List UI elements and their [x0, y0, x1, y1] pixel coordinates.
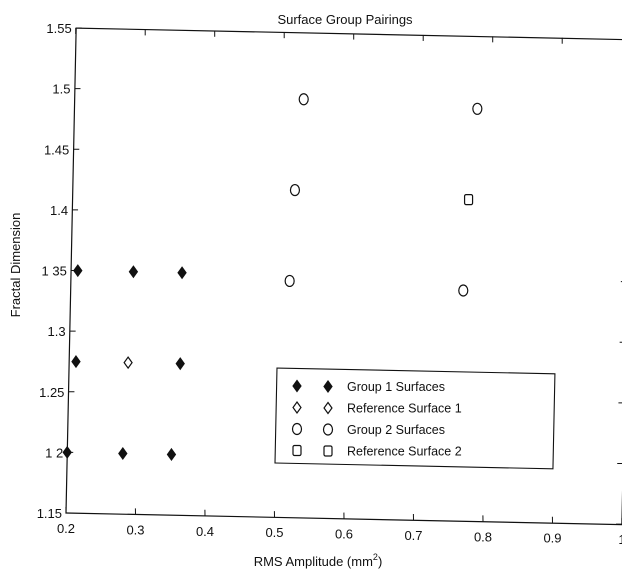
data-point-series-1 [177, 266, 187, 280]
x-axis-label: RMS Amplitude (mm2) [254, 552, 383, 569]
legend-marker-2 [292, 400, 302, 415]
data-point-series-1 [73, 264, 83, 278]
x-tick-label: 0.5 [265, 525, 283, 540]
data-point-series-1 [62, 445, 72, 459]
data-point-series-3 [472, 102, 483, 115]
legend-marker-1-b [323, 379, 333, 394]
y-tick-label: 1.15 [37, 506, 62, 521]
data-point-series-3 [284, 274, 295, 288]
data-point-series-1 [175, 357, 185, 371]
y-tick-label: 1.55 [46, 21, 71, 36]
x-tick-label: 0.4 [196, 524, 214, 539]
legend-marker-4-b [323, 445, 333, 457]
x-tick-label: 0.7 [404, 528, 422, 543]
data-point-series-1 [166, 447, 177, 461]
y-tick-label: 1.5 [52, 82, 70, 97]
y-axis-label: Fractal Dimension [8, 213, 23, 318]
y-tick-label: 1 2 [45, 445, 63, 460]
legend-label-4: Reference Surface 2 [347, 445, 462, 459]
x-tick-label: 0.9 [543, 531, 561, 546]
legend-marker-2-b [323, 401, 333, 415]
x-tick-label: 0.8 [474, 529, 492, 544]
data-point-series-3 [458, 284, 469, 297]
legend-marker-3-b [322, 423, 334, 436]
x-axis-label-text: RMS Amplitude (mm [254, 554, 373, 569]
data-point-series-4 [463, 194, 474, 206]
y-axis-tick-labels: 1.15 1 2 1.25 1.3 1 35 1.4 1.45 1.5 1.55 [37, 21, 72, 521]
x-tick-label: 0.6 [335, 527, 353, 542]
y-tick-label: 1.4 [50, 203, 68, 218]
legend-label-2: Reference Surface 1 [347, 402, 462, 416]
legend-marker-4 [292, 444, 302, 457]
data-point-series-3 [289, 183, 301, 197]
legend-label-1: Group 1 Surfaces [347, 380, 445, 394]
x-axis-label-close: ) [378, 554, 382, 569]
y-tick-label: 1.3 [48, 324, 66, 339]
x-axis-label-superscript: 2 [373, 552, 378, 562]
legend-label-3: Group 2 Surfaces [347, 423, 445, 437]
y-tick-label: 1.45 [44, 142, 69, 157]
data-point-series-1 [118, 446, 128, 461]
legend-marker-3 [291, 422, 303, 436]
data-point-series-2 [123, 356, 133, 370]
legend-box [274, 367, 556, 470]
x-tick-label: 0.3 [126, 522, 144, 537]
legend-marker-1 [292, 379, 302, 393]
y-tick-label: 1 35 [42, 264, 67, 279]
data-point-series-3 [298, 93, 309, 106]
x-tick-label: 1 [618, 532, 622, 547]
data-point-series-1 [71, 355, 81, 369]
y-tick-label: 1.25 [39, 385, 64, 400]
chart-title: Surface Group Pairings [277, 12, 413, 27]
x-axis-tick-labels: 0.2 0.3 0.4 0.5 0.6 0.7 0.8 0.9 1 [57, 521, 622, 547]
data-points [62, 93, 483, 461]
legend: Group 1 Surfaces Reference Surface 1 Group… [274, 367, 556, 470]
x-tick-label: 0.2 [57, 521, 75, 536]
data-point-series-1 [128, 265, 139, 279]
